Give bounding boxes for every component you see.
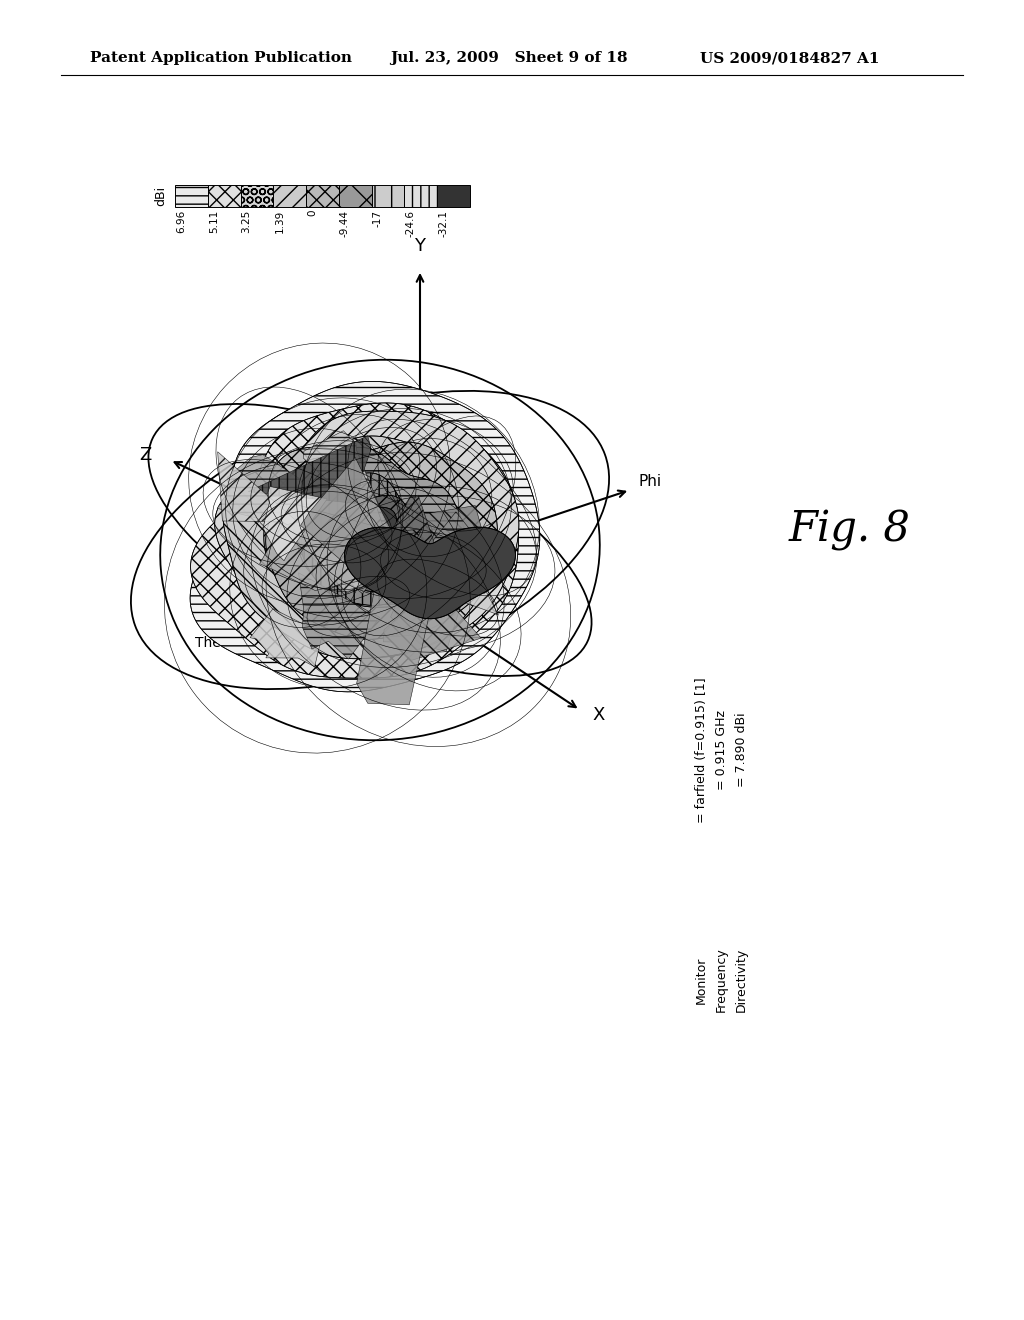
Text: = farfield (f=0.915) [1]: = farfield (f=0.915) [1] (695, 677, 708, 822)
Bar (372, 185, 404, 207)
Polygon shape (406, 564, 499, 615)
Polygon shape (248, 436, 372, 503)
Text: US 2009/0184827 A1: US 2009/0184827 A1 (700, 51, 880, 65)
Text: Monitor: Monitor (695, 956, 708, 1003)
Polygon shape (406, 512, 502, 610)
Polygon shape (406, 506, 497, 594)
Polygon shape (218, 451, 298, 524)
Text: = 7.890 dBi: = 7.890 dBi (735, 713, 748, 787)
Polygon shape (265, 458, 468, 639)
Text: Jul. 23, 2009   Sheet 9 of 18: Jul. 23, 2009 Sheet 9 of 18 (390, 51, 628, 65)
Text: Directivity: Directivity (735, 948, 748, 1012)
Bar (306, 185, 339, 207)
Polygon shape (190, 403, 518, 678)
Polygon shape (390, 593, 464, 651)
Polygon shape (339, 558, 387, 594)
Polygon shape (326, 495, 425, 591)
Polygon shape (335, 507, 400, 569)
Bar (273, 185, 306, 207)
Text: X: X (592, 706, 604, 723)
Text: Z: Z (139, 446, 152, 465)
Polygon shape (223, 436, 495, 659)
Text: Patent Application Publication: Patent Application Publication (90, 51, 352, 65)
Text: Fig. 8: Fig. 8 (790, 510, 911, 550)
Text: -17: -17 (373, 210, 383, 227)
Text: Phi: Phi (638, 474, 662, 490)
Text: Theta: Theta (196, 636, 234, 649)
Text: 3.25: 3.25 (242, 210, 252, 234)
Bar (175, 185, 208, 207)
Polygon shape (379, 527, 461, 606)
Text: 0: 0 (307, 210, 317, 216)
Polygon shape (383, 586, 481, 660)
Text: -9.44: -9.44 (340, 210, 350, 238)
Polygon shape (299, 573, 380, 659)
Text: Frequency: Frequency (715, 948, 728, 1012)
Polygon shape (217, 454, 304, 527)
Text: = 0.915 GHz: = 0.915 GHz (715, 710, 728, 789)
Bar (404, 185, 437, 207)
Bar (241, 185, 273, 207)
Text: dBi: dBi (154, 186, 167, 206)
Polygon shape (382, 495, 443, 572)
Polygon shape (260, 504, 378, 590)
Polygon shape (371, 529, 433, 591)
Polygon shape (300, 457, 402, 574)
Polygon shape (303, 430, 393, 541)
Bar (339, 185, 372, 207)
Polygon shape (296, 447, 466, 607)
Text: -24.6: -24.6 (406, 210, 416, 238)
Text: Y: Y (415, 238, 426, 255)
Text: -32.1: -32.1 (438, 210, 449, 238)
Bar (437, 185, 470, 207)
Polygon shape (301, 473, 434, 606)
Polygon shape (293, 482, 391, 593)
Polygon shape (215, 411, 519, 657)
Polygon shape (263, 487, 328, 561)
Text: 5.11: 5.11 (209, 210, 219, 234)
Bar (208, 185, 241, 207)
Text: 6.96: 6.96 (176, 210, 186, 234)
Polygon shape (344, 527, 515, 619)
Polygon shape (190, 381, 540, 692)
Polygon shape (264, 442, 498, 636)
Text: 1.39: 1.39 (274, 210, 285, 234)
Polygon shape (250, 609, 323, 667)
Polygon shape (356, 570, 433, 705)
